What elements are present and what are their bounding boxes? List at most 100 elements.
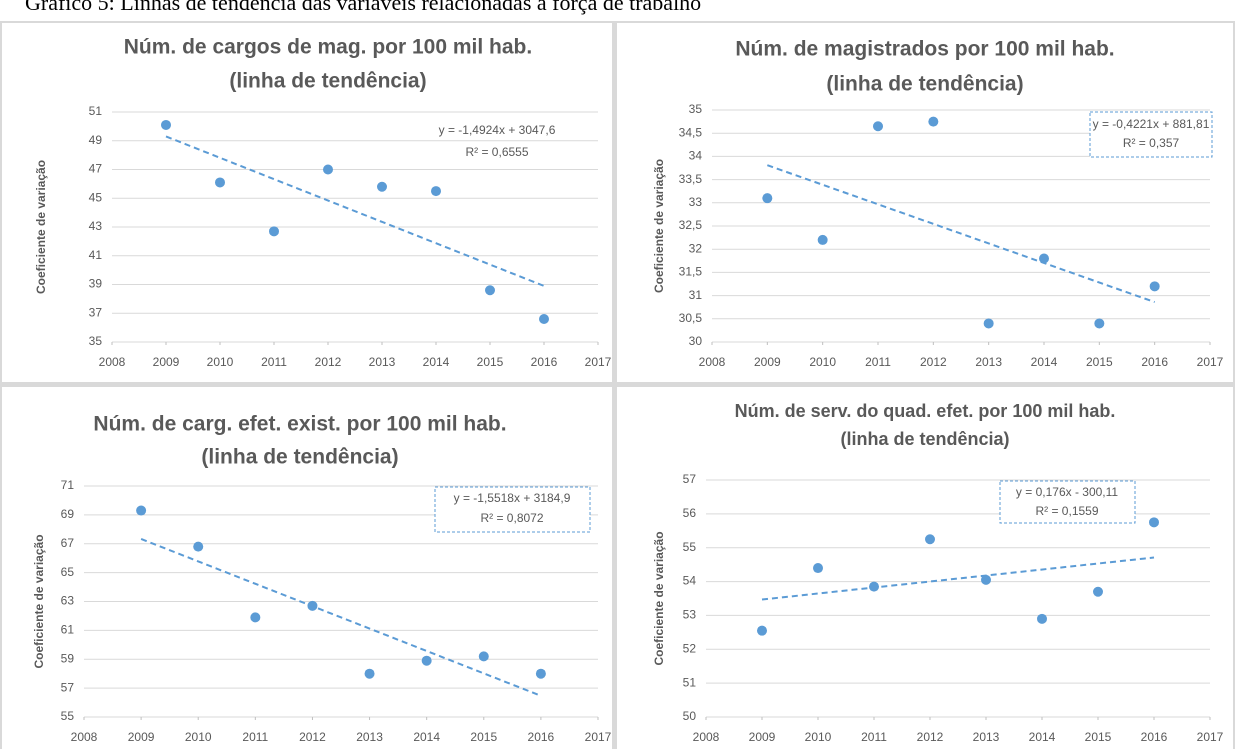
x-tick-label: 2016 [531, 355, 558, 369]
y-tick-label: 31 [689, 288, 703, 302]
x-tick-label: 2009 [128, 730, 155, 744]
y-tick-label: 43 [89, 219, 103, 233]
x-tick-label: 2013 [356, 730, 383, 744]
annotation: y = -1,4924x + 3047,6 [439, 123, 556, 137]
point [323, 164, 333, 175]
y-tick-label: 57 [61, 680, 75, 694]
x-tick-label: 2010 [185, 730, 212, 744]
y-tick-label: 41 [89, 248, 103, 262]
y-tick-label: 32,5 [679, 218, 703, 232]
y-tick-label: 34 [689, 149, 703, 163]
x-tick-label: 2016 [528, 730, 555, 744]
y-tick-label: 67 [61, 536, 75, 550]
point [762, 193, 773, 204]
point [869, 581, 879, 592]
x-tick-label: 2015 [470, 730, 497, 744]
x-tick-label: 2011 [242, 730, 268, 744]
x-tick-label: 2012 [315, 355, 342, 369]
y-tick-label: 47 [89, 162, 103, 176]
y-tick-label: 63 [61, 594, 75, 608]
y-tick-label: 31,5 [679, 265, 703, 279]
x-tick-label: 2013 [369, 355, 396, 369]
point [1093, 586, 1103, 597]
y-tick-label: 49 [89, 133, 103, 147]
point [1149, 517, 1159, 528]
x-tick-label: 2009 [749, 730, 776, 744]
x-tick-label: 2014 [1029, 730, 1056, 744]
point [161, 119, 171, 130]
x-tick-label: 2008 [699, 355, 726, 369]
chart-title: Núm. de carg. efet. exist. por 100 mil h… [93, 413, 506, 436]
panel [2, 23, 612, 382]
y-tick-label: 39 [89, 277, 103, 291]
y-axis-label: Coeficiente de variação [652, 531, 666, 665]
y-tick-label: 53 [683, 608, 697, 622]
point [136, 505, 147, 516]
point [1039, 253, 1049, 264]
y-tick-label: 35 [689, 102, 703, 116]
y-tick-label: 57 [683, 472, 697, 486]
x-tick-label: 2016 [1141, 730, 1168, 744]
point [250, 612, 261, 623]
page-title: Gráfico 5: Linhas de tendência das variá… [25, 0, 701, 15]
x-tick-label: 2014 [413, 730, 440, 744]
y-tick-label: 55 [61, 709, 75, 723]
chart-subtitle: (linha de tendência) [826, 73, 1023, 96]
x-tick-label: 2014 [1031, 355, 1058, 369]
x-tick-label: 2015 [1086, 355, 1113, 369]
x-tick-label: 2011 [865, 355, 891, 369]
point [1037, 613, 1047, 624]
annotation: R² = 0,6555 [465, 145, 528, 159]
trendline [761, 556, 1155, 601]
panel [2, 387, 612, 749]
y-tick-label: 54 [683, 574, 697, 588]
x-tick-label: 2017 [1197, 355, 1224, 369]
annotation: y = -1,5518x + 3184,9 [454, 491, 571, 505]
x-tick-label: 2010 [805, 730, 832, 744]
x-tick-label: 2008 [71, 730, 98, 744]
point [215, 177, 225, 188]
x-tick-label: 2017 [1197, 730, 1224, 744]
x-tick-label: 2013 [975, 355, 1002, 369]
annotation: y = -0,4221x + 881,81 [1093, 117, 1210, 131]
point [928, 116, 939, 127]
equation-box [1089, 111, 1213, 158]
y-tick-label: 45 [89, 190, 103, 204]
y-tick-label: 51 [89, 104, 103, 118]
y-tick-label: 51 [683, 675, 697, 689]
chart-subtitle: (linha de tendência) [840, 429, 1009, 449]
x-tick-label: 2008 [693, 730, 720, 744]
point [269, 226, 279, 237]
x-tick-label: 2017 [585, 730, 612, 744]
equation-box [434, 486, 591, 533]
point [981, 574, 991, 585]
x-tick-label: 2017 [585, 355, 612, 369]
y-tick-label: 71 [61, 478, 75, 492]
x-tick-label: 2010 [809, 355, 836, 369]
point [1149, 281, 1160, 292]
x-tick-label: 2008 [99, 355, 126, 369]
chart-subtitle: (linha de tendência) [229, 70, 426, 93]
x-tick-label: 2011 [261, 355, 287, 369]
x-tick-label: 2014 [423, 355, 450, 369]
point [377, 181, 387, 192]
point [478, 651, 489, 662]
y-tick-label: 56 [683, 506, 697, 520]
y-tick-label: 33 [689, 195, 703, 209]
x-tick-label: 2016 [1141, 355, 1168, 369]
chart-title: Núm. de cargos de mag. por 100 mil hab. [124, 36, 532, 59]
panel [617, 387, 1233, 749]
y-tick-label: 65 [61, 565, 75, 579]
title-strip [0, 0, 1235, 21]
trendline [766, 164, 1156, 304]
annotation: R² = 0,357 [1123, 136, 1180, 150]
annotation: R² = 0,8072 [480, 511, 543, 525]
point [193, 541, 204, 552]
y-tick-label: 50 [683, 709, 697, 723]
point [873, 121, 883, 132]
x-tick-label: 2011 [861, 730, 887, 744]
point [431, 186, 441, 197]
x-tick-label: 2009 [754, 355, 781, 369]
y-tick-label: 61 [61, 623, 75, 637]
